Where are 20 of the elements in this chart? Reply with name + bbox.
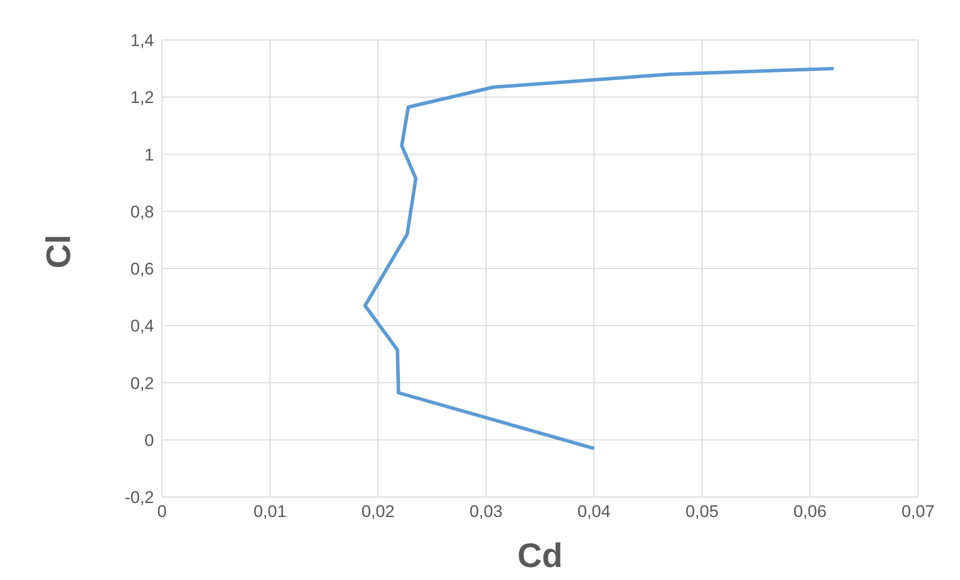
x-tick-label: 0,06 (793, 502, 827, 522)
y-tick-label: 1,2 (130, 88, 154, 108)
y-axis-title: Cl (40, 234, 78, 268)
y-tick-label: 0,8 (130, 202, 154, 222)
x-tick-label: 0,07 (901, 502, 935, 522)
y-tick-label: 0,2 (130, 374, 154, 393)
line-series (363, 66, 836, 450)
y-tick-label: -0,2 (124, 488, 154, 508)
y-tick-label: 1 (144, 145, 154, 164)
x-tick-label: 0,03 (469, 502, 503, 522)
y-tick-label: 1,4 (130, 31, 154, 50)
x-tick-label: 0,01 (253, 502, 287, 522)
x-axis-title: Cd (517, 537, 563, 575)
y-tick-label: 0,4 (130, 316, 154, 336)
x-tick-label: 0 (157, 502, 167, 522)
x-tick-label: 0,02 (361, 502, 395, 522)
x-tick-label: 0,04 (577, 502, 611, 522)
x-tick-label: 0,05 (685, 502, 719, 522)
y-tick-label: 0 (144, 430, 154, 450)
y-tick-label: 0,6 (130, 260, 154, 279)
